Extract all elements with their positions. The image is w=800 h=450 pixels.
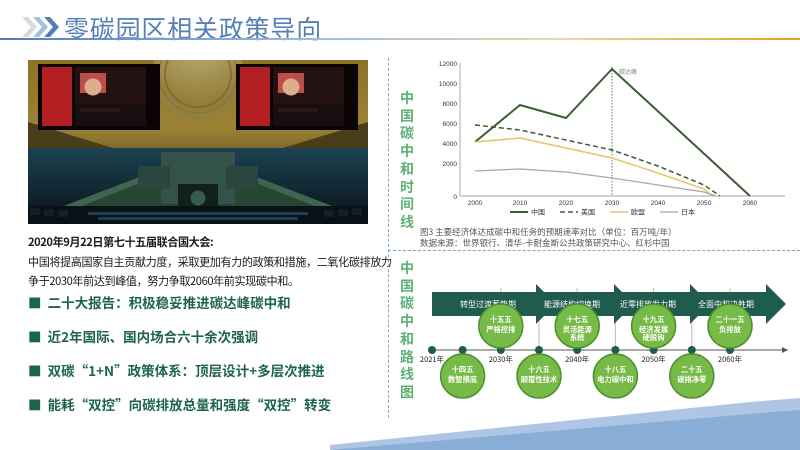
svg-text:二十一五: 二十一五 [715, 315, 744, 325]
svg-text:数智摸底: 数智摸底 [448, 375, 478, 385]
svg-text:系统: 系统 [570, 333, 585, 343]
svg-text:十九五: 十九五 [643, 315, 665, 325]
svg-text:2050年: 2050年 [642, 354, 667, 365]
svg-text:2021年: 2021年 [420, 354, 445, 365]
svg-text:十七五: 十七五 [566, 315, 588, 325]
svg-text:十六五: 十六五 [528, 365, 550, 375]
svg-text:颠覆性技术: 颠覆性技术 [521, 375, 558, 385]
svg-text:2030: 2030 [605, 200, 620, 207]
svg-text:十五五: 十五五 [490, 315, 512, 325]
svg-text:十四五: 十四五 [452, 365, 474, 375]
svg-text:欧盟: 欧盟 [631, 208, 645, 218]
svg-text:8000: 8000 [443, 101, 458, 108]
svg-text:2060年: 2060年 [718, 354, 743, 365]
svg-text:6000: 6000 [443, 121, 458, 128]
svg-text:严格控排: 严格控排 [486, 325, 516, 335]
svg-text:2060: 2060 [743, 200, 758, 207]
svg-text:2010: 2010 [513, 200, 528, 207]
svg-text:日本: 日本 [681, 208, 695, 218]
svg-text:2050: 2050 [697, 200, 712, 207]
svg-text:2030年: 2030年 [489, 354, 514, 365]
svg-text:二十五: 二十五 [681, 365, 703, 375]
svg-text:2000: 2000 [443, 161, 458, 168]
svg-text:12000: 12000 [439, 61, 457, 68]
svg-text:硬脱钩: 硬脱钩 [643, 333, 665, 343]
svg-text:碳达峰: 碳达峰 [619, 68, 637, 76]
svg-text:2040: 2040 [651, 200, 666, 207]
svg-text:2040年: 2040年 [565, 354, 590, 365]
svg-text:中国: 中国 [531, 208, 545, 218]
svg-text:10000: 10000 [439, 81, 457, 88]
svg-text:美国: 美国 [581, 208, 595, 218]
svg-text:2000: 2000 [468, 200, 483, 207]
svg-text:4000: 4000 [443, 141, 458, 148]
svg-text:碳排净零: 碳排净零 [677, 375, 707, 385]
svg-text:2020: 2020 [559, 200, 574, 207]
svg-text:十八五: 十八五 [604, 365, 626, 375]
svg-text:0: 0 [453, 194, 457, 201]
svg-text:电力碳中和: 电力碳中和 [597, 375, 633, 385]
svg-text:负排放: 负排放 [719, 325, 742, 335]
